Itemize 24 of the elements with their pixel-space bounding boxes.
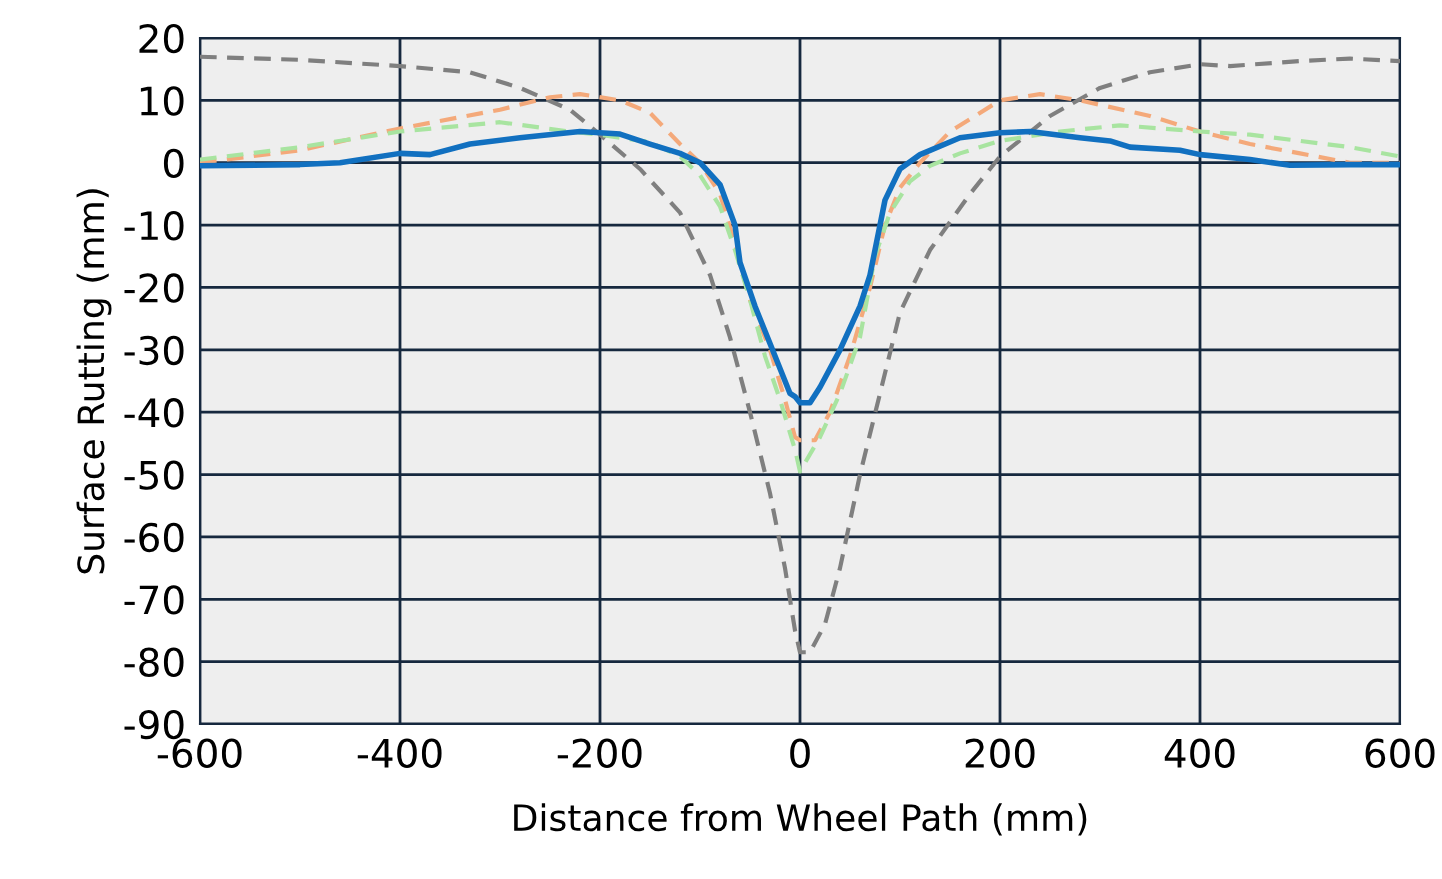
y-tick-label: 0 [163,148,184,179]
y-axis-title: Surface Rutting (mm) [76,189,112,574]
x-tick-label: 200 [965,738,1035,768]
y-tick-label: -80 [124,647,184,677]
x-tick-label: 600 [1365,738,1435,768]
y-tick-label: 20 [139,23,184,54]
y-tick-label: -20 [124,273,184,303]
line-series [200,92,1400,443]
x-tick-label: 400 [1164,738,1235,768]
line-series [200,120,1400,474]
y-tick-label: -60 [124,522,184,553]
y-tick-label: -90 [124,709,184,740]
y-tick-label: -50 [124,460,184,490]
y-tick-label: 10 [140,86,184,116]
x-axis-title: Distance from Wheel Path (mm) [514,803,1087,836]
x-tick-label: 0 [790,738,810,768]
y-tick-label: -10 [124,211,184,241]
x-tick-label: -600 [157,738,242,768]
y-tick-label: -30 [124,335,184,366]
y-tick-label: -40 [124,398,184,428]
y-tick-label: -70 [124,585,184,615]
x-tick-label: -200 [557,738,642,768]
x-tick-label: -400 [357,738,442,768]
line-series [200,54,1400,655]
